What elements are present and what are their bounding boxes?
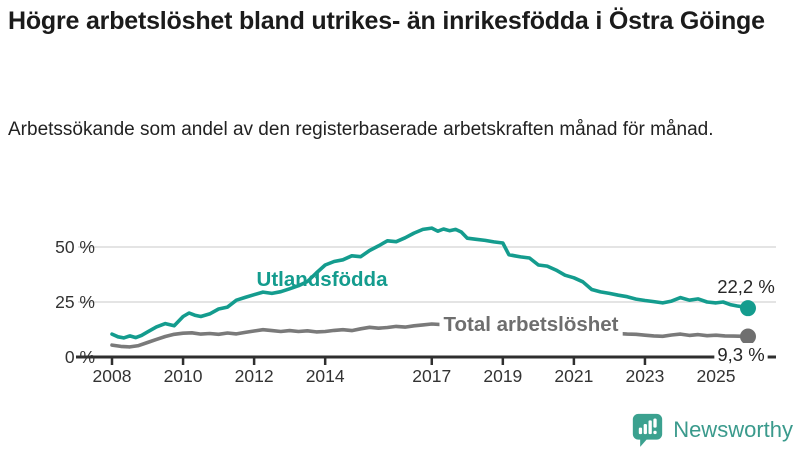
x-tick-label-2021: 2021 — [554, 366, 593, 386]
exclamation-dot — [653, 430, 657, 435]
speech-bubble-shape — [633, 413, 663, 447]
y-tick-label-25: 25 % — [55, 292, 95, 312]
utlandsfodda-end-dot — [739, 300, 756, 317]
bar-tall — [648, 420, 652, 435]
page-title: Högre arbetslöshet bland utrikes- än inr… — [8, 7, 765, 35]
page-subtitle: Arbetssökande som andel av den registerb… — [8, 119, 714, 140]
x-tick-label-2008: 2008 — [93, 366, 132, 386]
utlandsfodda-line — [110, 226, 750, 340]
x-tick-label-2025: 2025 — [697, 366, 736, 386]
label-backdrop — [714, 343, 768, 366]
total-line — [110, 322, 750, 349]
bar-medium — [643, 424, 648, 435]
y-tick-label-0: 0 % — [65, 347, 95, 367]
total-series-label: Total arbetslöshet — [443, 313, 618, 336]
brand-name: Newsworthy — [673, 416, 793, 442]
utlandsfodda-end-value: 22,2 % — [717, 276, 775, 297]
x-tick-label-2019: 2019 — [483, 366, 522, 386]
brand-logo: Newsworthy — [631, 412, 793, 447]
x-tick-label-2017: 2017 — [412, 366, 451, 386]
x-tick-label-2014: 2014 — [306, 366, 345, 386]
total-end-value: 9,3 % — [717, 344, 764, 365]
x-tick-label-2023: 2023 — [625, 366, 664, 386]
y-tick-label-50: 50 % — [55, 237, 95, 257]
utlandsfodda-series-label: Utlandsfödda — [257, 268, 389, 291]
newsworthy-logo-icon — [633, 413, 663, 447]
total-end-dot — [739, 328, 756, 345]
x-tick-label-2012: 2012 — [235, 366, 274, 386]
label-backdrop — [439, 312, 623, 337]
bar-small — [638, 427, 643, 435]
exclamation-stem — [653, 418, 657, 428]
x-tick-label-2010: 2010 — [164, 366, 203, 386]
